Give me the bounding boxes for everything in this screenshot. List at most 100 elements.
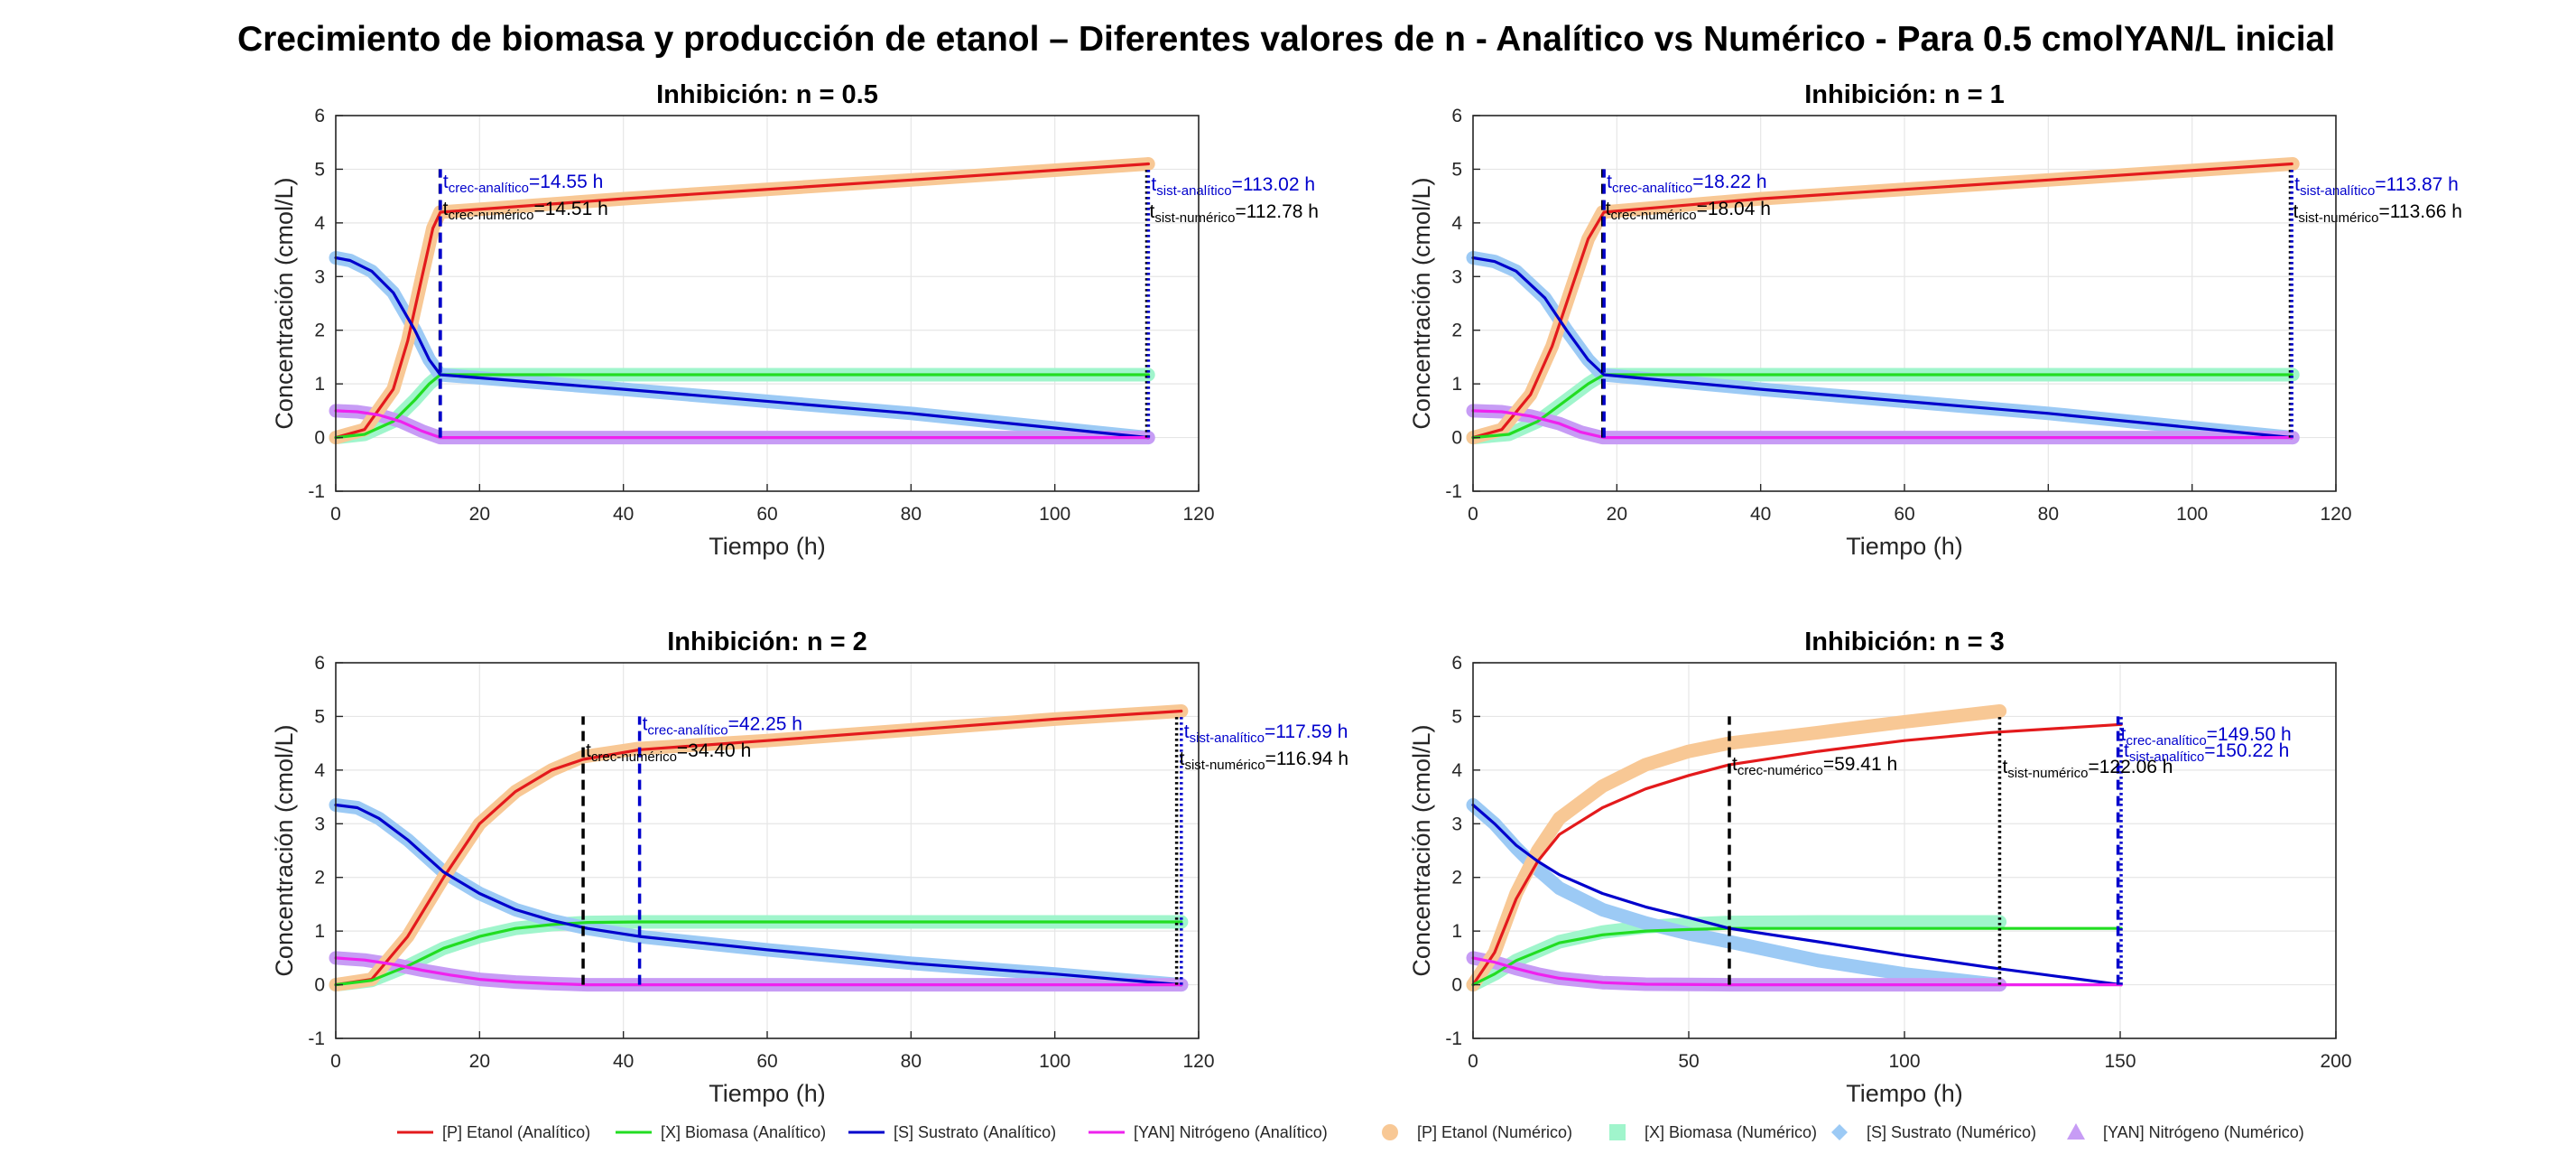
annotation-symbol: t bbox=[586, 740, 591, 761]
series-s-sustrato-numerico bbox=[1466, 798, 2007, 992]
y-tick-label: 3 bbox=[1451, 266, 1462, 287]
annotation-crec-analitico: tcrec-analítico=14.55 h bbox=[443, 172, 603, 196]
annotation-subscript: crec-analítico bbox=[647, 722, 727, 738]
annotation-symbol: t bbox=[2294, 174, 2300, 195]
x-tick-label: 20 bbox=[469, 504, 490, 525]
legend-label: [X] Biomasa (Numérico) bbox=[1645, 1123, 1817, 1141]
series-p-etanol-analitico bbox=[334, 162, 1151, 440]
y-tick-label: -1 bbox=[1445, 1028, 1462, 1049]
y-tick-label: 6 bbox=[1451, 653, 1462, 674]
y-tick-label: 6 bbox=[314, 653, 325, 674]
x-tick-label: 80 bbox=[901, 1051, 922, 1072]
y-tick-label: 0 bbox=[314, 428, 325, 449]
annotation-subscript: sist-numérico bbox=[1154, 210, 1235, 226]
x-tick-label: 80 bbox=[901, 504, 922, 525]
y-tick-label: 5 bbox=[314, 706, 325, 727]
series-x-biomasa-analitico bbox=[1471, 926, 2123, 987]
y-tick-label: 3 bbox=[1451, 814, 1462, 834]
series-p-etanol-numerico bbox=[1466, 704, 2007, 992]
y-tick-label: 6 bbox=[1451, 106, 1462, 126]
annotation-sist-analitico: tsist-analítico=113.87 h bbox=[2294, 174, 2459, 199]
annotation-sist-analitico: tsist-analítico=113.02 h bbox=[1151, 174, 1315, 199]
x-tick-label: 60 bbox=[756, 1051, 777, 1072]
y-tick-label: 5 bbox=[1451, 706, 1462, 727]
x-tick-label: 100 bbox=[2176, 504, 2208, 525]
annotation-symbol: t bbox=[1606, 199, 1611, 219]
annotation-subscript: crec-analítico bbox=[2126, 733, 2206, 749]
annotation-sist-analitico: tsist-analítico=150.22 h bbox=[2124, 740, 2289, 765]
x-tick-label: 120 bbox=[2320, 504, 2351, 525]
annotation-symbol: t bbox=[2002, 757, 2007, 777]
y-tick-label: 5 bbox=[1451, 159, 1462, 180]
annotation-crec-analitico: tcrec-analítico=149.50 h bbox=[2121, 724, 2292, 749]
series-p-etanol-analitico bbox=[1471, 162, 2293, 440]
annotation-subscript: sist-numérico bbox=[2298, 210, 2378, 226]
subplots: tcrec-analítico=14.55 htcrec-numérico=14… bbox=[271, 80, 2462, 1107]
series-p-etanol-analitico bbox=[1471, 722, 2123, 987]
x-tick-label: 100 bbox=[1888, 1051, 1920, 1072]
annotation-value: =42.25 h bbox=[728, 713, 802, 734]
y-tick-label: 2 bbox=[1451, 321, 1462, 341]
x-axis-label: Tiempo (h) bbox=[709, 533, 826, 560]
x-tick-label: 100 bbox=[1039, 1051, 1070, 1072]
annotation-value: =18.22 h bbox=[1692, 172, 1766, 192]
annotation-value: =14.51 h bbox=[533, 199, 607, 219]
annotation-crec-analitico: tcrec-analítico=18.22 h bbox=[1607, 172, 1766, 196]
annotation-sist-analitico: tsist-analítico=117.59 h bbox=[1184, 721, 1348, 746]
y-tick-label: 1 bbox=[1451, 921, 1462, 942]
annotation-subscript: sist-analítico bbox=[1156, 183, 1231, 199]
y-tick-label: 3 bbox=[314, 814, 325, 834]
annotation-value: =113.66 h bbox=[2379, 201, 2462, 222]
legend: [P] Etanol (Analítico) [X] Biomasa (Analí… bbox=[397, 1123, 2304, 1141]
y-tick-label: 0 bbox=[1451, 975, 1462, 996]
annotation-value: =116.94 h bbox=[1265, 749, 1348, 769]
legend-item-yan-nitrogeno-analitico: [YAN] Nitrógeno (Analítico) bbox=[1089, 1123, 1328, 1141]
subplot-3: tcrec-analítico=42.25 htcrec-numérico=34… bbox=[271, 628, 1348, 1107]
annotation-sist-numerico: tsist-numérico=112.78 h bbox=[1149, 201, 1318, 226]
x-tick-label: 0 bbox=[330, 1051, 341, 1072]
figure-title: Crecimiento de biomasa y producción de e… bbox=[237, 20, 2335, 59]
x-tick-label: 0 bbox=[1468, 1051, 1478, 1072]
annotation-sist-numerico: tsist-numérico=116.94 h bbox=[1180, 749, 1348, 773]
series-x-biomasa-analitico bbox=[1471, 373, 2293, 440]
y-axis-label: Concentración (cmol/L) bbox=[1408, 177, 1435, 429]
annotation-subscript: crec-numérico bbox=[591, 749, 677, 765]
y-tick-label: -1 bbox=[1445, 481, 1462, 502]
x-tick-label: 150 bbox=[2104, 1051, 2136, 1072]
y-tick-label: 2 bbox=[314, 868, 325, 889]
subplot-2: tcrec-analítico=18.22 htcrec-numérico=18… bbox=[1408, 80, 2462, 560]
legend-label: [S] Sustrato (Analítico) bbox=[894, 1123, 1056, 1141]
annotation-value: =59.41 h bbox=[1823, 754, 1897, 775]
legend-marker-diamond bbox=[1831, 1124, 1848, 1140]
series-yan-nitrogeno-analitico bbox=[334, 409, 1151, 440]
series-s-sustrato-analitico bbox=[1471, 803, 2123, 987]
annotation-symbol: t bbox=[2121, 724, 2127, 745]
annotation-subscript: crec-numérico bbox=[448, 208, 533, 223]
y-tick-label: 0 bbox=[1451, 428, 1462, 449]
x-tick-label: 40 bbox=[1750, 504, 1771, 525]
annotation-symbol: t bbox=[1151, 174, 1156, 195]
y-axis-label: Concentración (cmol/L) bbox=[1408, 724, 1435, 976]
series-yan-nitrogeno-analitico bbox=[1471, 956, 2123, 987]
series-x-biomasa-analitico bbox=[334, 920, 1183, 987]
subplot-4: tcrec-numérico=59.41 h tsist-numérico=122… bbox=[1408, 628, 2352, 1107]
legend-item-p-etanol-analitico: [P] Etanol (Analítico) bbox=[397, 1123, 590, 1141]
annotation-value: =34.40 h bbox=[677, 740, 751, 761]
series-p-etanol-analitico bbox=[334, 709, 1183, 987]
x-tick-label: 100 bbox=[1039, 504, 1070, 525]
y-tick-label: 1 bbox=[314, 374, 325, 395]
y-tick-label: 4 bbox=[314, 760, 325, 781]
series-yan-nitrogeno-analitico bbox=[1471, 409, 2293, 440]
legend-label: [YAN] Nitrógeno (Numérico) bbox=[2103, 1123, 2304, 1141]
y-tick-label: 3 bbox=[314, 266, 325, 287]
annotation-subscript: sist-analítico bbox=[2300, 183, 2375, 199]
annotation-crec-numerico: tcrec-numérico=59.41 h bbox=[1732, 754, 1897, 778]
x-tick-label: 120 bbox=[1182, 504, 1214, 525]
legend-label: [P] Etanol (Analítico) bbox=[442, 1123, 590, 1141]
x-tick-label: 0 bbox=[1468, 504, 1478, 525]
y-axis-label: Concentración (cmol/L) bbox=[271, 724, 298, 976]
annotation-value: =14.55 h bbox=[529, 172, 603, 192]
y-tick-label: 4 bbox=[1451, 760, 1462, 781]
annotation-sist-numerico: tsist-numérico=113.66 h bbox=[2293, 201, 2461, 226]
